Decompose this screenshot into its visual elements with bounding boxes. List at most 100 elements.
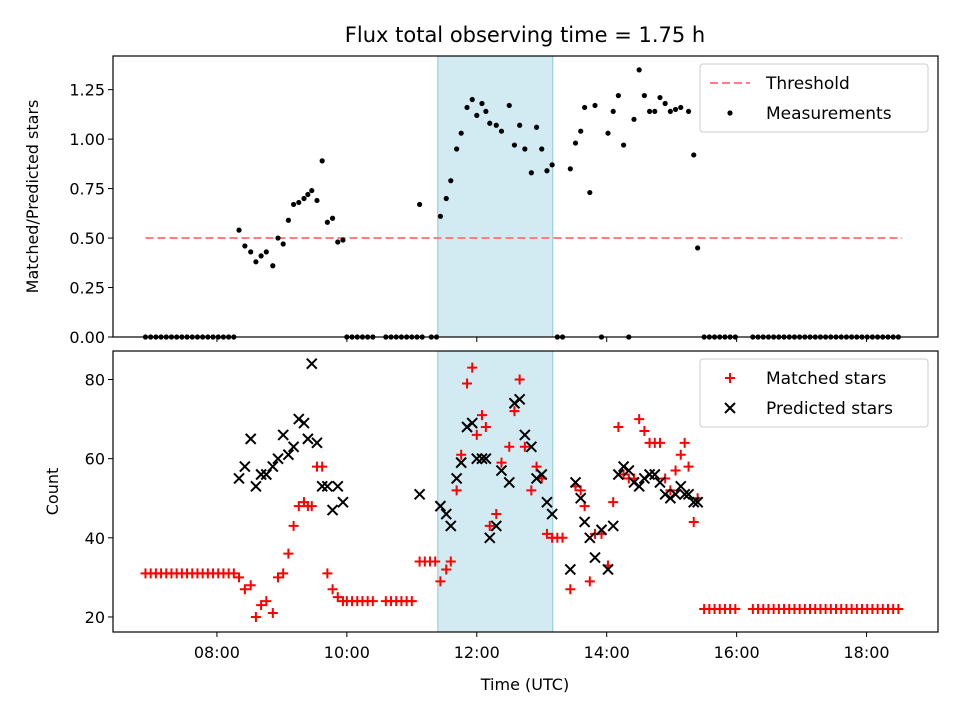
predicted-stars-point — [595, 524, 608, 536]
x-tick-label: 14:00 — [584, 643, 630, 662]
measurements-point — [592, 102, 598, 109]
measurements-point — [487, 120, 493, 126]
measurements-legend-swatch — [727, 110, 733, 116]
matched-stars-point — [451, 485, 462, 496]
predicted-stars-point — [575, 492, 587, 504]
predicted-stars-point — [321, 480, 334, 493]
y-tick-label: 0.00 — [69, 328, 105, 347]
measurements-point — [263, 249, 269, 255]
count-legend: Matched stars Predicted stars — [699, 358, 929, 428]
predicted-stars-point — [678, 488, 691, 500]
predicted-stars-point — [250, 480, 262, 493]
predicted-stars-point — [643, 468, 656, 481]
measurements-legend-label: Measurements — [766, 104, 892, 124]
ratio-panel: 0.00 0.25 0.50 0.75 1.00 1.25 Matched/Predict… — [23, 55, 939, 347]
measurements-point — [657, 94, 663, 101]
chart-title: Flux total observing time = 1.75 h — [345, 23, 705, 47]
predicted-stars-point — [434, 500, 447, 512]
legend-box — [699, 63, 929, 133]
measurements-point — [610, 108, 616, 115]
predicted-stars-point — [682, 488, 695, 500]
measurements-point — [517, 122, 523, 128]
predicted-stars-point — [287, 441, 300, 453]
predicted-stars-point — [607, 520, 619, 532]
matched-stars-point — [322, 568, 333, 579]
measurements-point — [417, 201, 423, 208]
predicted-stars-point — [413, 488, 426, 500]
predicted-stars-point — [578, 516, 591, 528]
predicted-stars-point — [633, 480, 645, 493]
measurements-point — [309, 187, 315, 194]
predicted-stars-point — [541, 496, 553, 508]
predicted-stars-point — [466, 417, 478, 429]
matched-stars-point — [267, 608, 278, 619]
predicted-stars-point — [282, 448, 295, 461]
matched-stars-point — [484, 520, 495, 531]
predicted-stars-point — [513, 393, 526, 405]
predicted-stars-point — [480, 452, 492, 465]
predicted-stars-point — [649, 468, 661, 481]
x-tick-label: 12:00 — [454, 643, 500, 662]
predicted-stars-point — [306, 357, 318, 370]
matched-stars-point — [514, 374, 525, 385]
measurements-point — [620, 142, 627, 148]
predicted-stars-point — [267, 460, 279, 473]
measurements-point — [275, 235, 281, 241]
matched-stars-point — [261, 596, 272, 607]
x-tick-label: 16:00 — [714, 643, 760, 662]
time-x-axis: 08:00 10:00 12:00 14:00 16:00 18:00 — [194, 632, 890, 662]
matched-stars-point — [504, 441, 515, 452]
matched-stars-point — [245, 580, 256, 591]
predicted-stars-point — [450, 472, 463, 485]
measurements-point — [270, 263, 276, 269]
measurements-point — [324, 219, 330, 225]
matched-stars-point — [509, 406, 520, 417]
measurements-point — [695, 245, 701, 251]
measurements-point — [506, 102, 512, 109]
matched-stars-point — [670, 465, 681, 476]
measurements-point — [236, 227, 242, 233]
matched-stars-point — [327, 584, 338, 595]
predicted-stars-point — [569, 476, 582, 489]
predicted-stars-point — [612, 468, 625, 481]
measurements-point — [305, 191, 311, 198]
observing-window-span — [437, 55, 554, 338]
matched-stars-point — [634, 414, 645, 425]
measurements-point — [667, 108, 673, 115]
measurements-point — [498, 128, 505, 134]
y-tick-label: 1.25 — [69, 81, 105, 100]
y-tick-label: 0.25 — [69, 279, 105, 298]
ratio-x-axis — [216, 337, 868, 342]
matched-stars-point — [679, 437, 690, 448]
measurements-point — [685, 108, 692, 115]
threshold-legend-label: Threshold — [765, 74, 850, 94]
matched-stars-point — [367, 596, 378, 607]
measurements-point — [280, 241, 286, 247]
measurements-point — [528, 170, 534, 176]
predicted-stars-point — [476, 452, 488, 465]
measurements-point — [549, 162, 555, 168]
y-tick-label: 0.75 — [69, 180, 105, 199]
predicted-stars-point — [484, 532, 496, 544]
measurements-point — [248, 249, 254, 255]
measurements-point — [296, 199, 302, 206]
predicted-stars-point — [316, 480, 328, 493]
ratio-legend: Threshold Measurements — [699, 63, 929, 133]
matched-stars-point — [283, 548, 294, 559]
measurements-point — [672, 106, 679, 113]
measurements-point — [662, 100, 668, 107]
x-axis-label: Time (UTC) — [480, 675, 569, 694]
predicted-stars-point — [277, 429, 289, 441]
ratio-y-axis: 0.00 0.25 0.50 0.75 1.00 1.25 — [69, 81, 113, 347]
measurements-point — [335, 239, 341, 245]
predicted-stars-point — [445, 520, 457, 532]
measurements-point — [443, 195, 449, 202]
matched-stars-point — [293, 501, 304, 512]
measurements-point — [533, 124, 540, 130]
predicted-stars-point — [654, 476, 666, 489]
matched-stars-point — [480, 421, 491, 432]
legend-box — [699, 358, 929, 428]
measurements-point — [458, 130, 464, 136]
predicted-stars-point — [245, 433, 257, 445]
